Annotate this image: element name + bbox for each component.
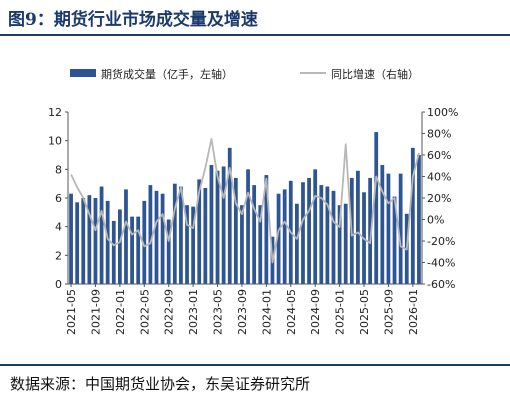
bar bbox=[368, 177, 373, 284]
bar bbox=[343, 203, 348, 284]
bar bbox=[227, 147, 232, 284]
bar bbox=[221, 166, 226, 284]
right-tick-label: 40% bbox=[427, 171, 451, 184]
x-tick-label: 2024-01 bbox=[260, 289, 273, 335]
bar bbox=[203, 187, 208, 284]
bar bbox=[276, 193, 281, 284]
bar bbox=[166, 219, 171, 284]
left-tick-label: 10 bbox=[48, 135, 62, 148]
growth-line bbox=[70, 137, 420, 264]
title-bar: 图9：期货行业市场成交量及增速 bbox=[0, 0, 510, 36]
bar bbox=[93, 198, 98, 284]
bar bbox=[75, 202, 80, 284]
right-tick-label: 20% bbox=[427, 192, 451, 205]
x-tick-label: 2022-05 bbox=[138, 289, 151, 335]
bar bbox=[179, 186, 183, 284]
bar bbox=[325, 186, 330, 284]
bar bbox=[197, 179, 202, 284]
x-tick-label: 2022-09 bbox=[163, 289, 176, 335]
bar bbox=[386, 173, 391, 284]
x-tick-label: 2025-09 bbox=[382, 289, 395, 335]
bar bbox=[307, 177, 311, 284]
bar bbox=[331, 190, 336, 284]
x-tick-label: 2024-05 bbox=[285, 289, 298, 335]
legend-bar-label: 期货成交量（亿手，左轴） bbox=[101, 67, 233, 81]
bar bbox=[154, 190, 159, 284]
bar bbox=[209, 165, 214, 284]
x-tick-label: 2023-09 bbox=[236, 289, 249, 335]
bar bbox=[374, 132, 379, 284]
bar bbox=[69, 193, 73, 284]
bar bbox=[313, 169, 318, 284]
x-tick-label: 2022-01 bbox=[114, 289, 127, 335]
bar bbox=[264, 175, 269, 284]
legend-bar-swatch bbox=[70, 69, 96, 77]
right-tick-label: 0% bbox=[427, 214, 444, 227]
bar bbox=[246, 169, 250, 284]
bottom-rule bbox=[0, 364, 510, 366]
bar bbox=[136, 216, 141, 284]
bar bbox=[301, 182, 305, 284]
right-tick-label: -40% bbox=[427, 257, 455, 270]
bar bbox=[142, 200, 147, 284]
bar bbox=[356, 170, 360, 284]
x-tick-label: 2023-01 bbox=[187, 289, 200, 335]
bar bbox=[99, 186, 104, 284]
left-tick-label: 2 bbox=[55, 249, 62, 262]
right-tick-label: 60% bbox=[427, 149, 451, 162]
right-tick-label: -20% bbox=[427, 235, 455, 248]
bar bbox=[233, 177, 238, 284]
x-tick-label: 2021-09 bbox=[89, 289, 102, 335]
bar bbox=[185, 205, 189, 284]
x-tick-label: 2023-05 bbox=[212, 289, 225, 335]
source-note: 数据来源：中国期货业协会，东吴证券研究所 bbox=[10, 375, 311, 393]
bar bbox=[282, 189, 287, 284]
legend-line-label: 同比增速（右轴） bbox=[331, 67, 419, 81]
right-tick-label: 80% bbox=[427, 128, 451, 141]
x-tick-label: 2026-01 bbox=[407, 289, 420, 335]
bar bbox=[172, 183, 177, 284]
bar bbox=[124, 189, 128, 284]
bar bbox=[417, 155, 421, 284]
bar bbox=[392, 196, 397, 284]
bar bbox=[380, 165, 385, 284]
bar bbox=[319, 185, 324, 284]
title-rule bbox=[0, 34, 510, 36]
bar bbox=[130, 216, 134, 284]
bar bbox=[258, 205, 263, 284]
left-tick-label: 8 bbox=[55, 163, 62, 176]
left-tick-label: 4 bbox=[55, 221, 62, 234]
x-tick-label: 2025-05 bbox=[358, 289, 371, 335]
bar bbox=[148, 185, 153, 284]
right-tick-label: 100% bbox=[427, 106, 458, 119]
chart-area: 期货成交量（亿手，左轴） 同比增速（右轴） 0 2 4 6 8 10 12 -60% -40% -20… bbox=[48, 67, 458, 335]
bar bbox=[294, 203, 299, 284]
left-tick-label: 12 bbox=[48, 106, 62, 119]
chart-title: 图9：期货行业市场成交量及增速 bbox=[8, 10, 258, 30]
bar bbox=[337, 205, 342, 284]
bar bbox=[398, 173, 403, 284]
bar bbox=[191, 206, 196, 284]
bar bbox=[252, 185, 257, 284]
bar bbox=[105, 200, 110, 284]
bar bbox=[111, 220, 116, 284]
bar bbox=[240, 205, 244, 284]
bar bbox=[215, 170, 220, 284]
bar bbox=[160, 193, 165, 284]
x-tick-label: 2024-09 bbox=[309, 289, 322, 335]
x-tick-label: 2025-01 bbox=[334, 289, 347, 335]
left-tick-label: 6 bbox=[55, 192, 62, 205]
bar bbox=[410, 147, 415, 284]
bar bbox=[81, 198, 86, 284]
bar bbox=[87, 195, 92, 284]
right-tick-label: -60% bbox=[427, 278, 455, 291]
bar bbox=[117, 209, 122, 284]
left-tick-label: 0 bbox=[55, 278, 62, 291]
x-tick-label: 2021-05 bbox=[65, 289, 78, 335]
